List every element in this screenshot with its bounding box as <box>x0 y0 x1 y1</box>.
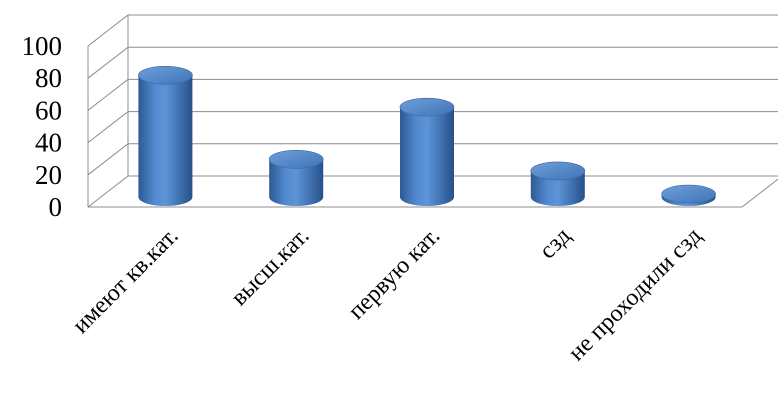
bar-body <box>530 170 585 206</box>
y-tick-label: 80 <box>35 63 62 93</box>
y-tick-label: 20 <box>35 160 62 190</box>
bar-body <box>400 107 454 206</box>
bar-body <box>138 75 193 206</box>
x-tick-label: высш.кат. <box>226 223 314 311</box>
bar-body <box>269 159 324 206</box>
bar-top <box>399 97 455 117</box>
bars <box>138 65 716 206</box>
y-tick-label: 40 <box>35 128 62 158</box>
bar <box>530 161 586 206</box>
gridlines <box>87 14 778 208</box>
x-tick-label: имеют кв.кат. <box>68 223 184 339</box>
bar-top <box>530 161 586 181</box>
bar <box>138 65 193 206</box>
bar-top <box>661 184 716 204</box>
gridline <box>87 111 778 143</box>
x-tick-label: не проходили сзд <box>564 223 707 366</box>
bar <box>399 97 455 206</box>
bar <box>661 184 716 206</box>
gridline <box>87 14 778 47</box>
x-tick-label: первую кат. <box>343 223 445 325</box>
bar <box>268 150 324 206</box>
gridline <box>87 143 778 176</box>
gridline <box>87 78 778 111</box>
y-tick-label: 60 <box>35 95 62 125</box>
y-tick-label: 0 <box>49 192 63 222</box>
bar-top <box>138 65 193 85</box>
gridline <box>87 46 778 79</box>
floor-edge <box>88 178 778 208</box>
x-tick-label: сзд <box>535 223 576 264</box>
y-tick-label: 100 <box>22 31 63 61</box>
bar-top <box>268 150 324 169</box>
